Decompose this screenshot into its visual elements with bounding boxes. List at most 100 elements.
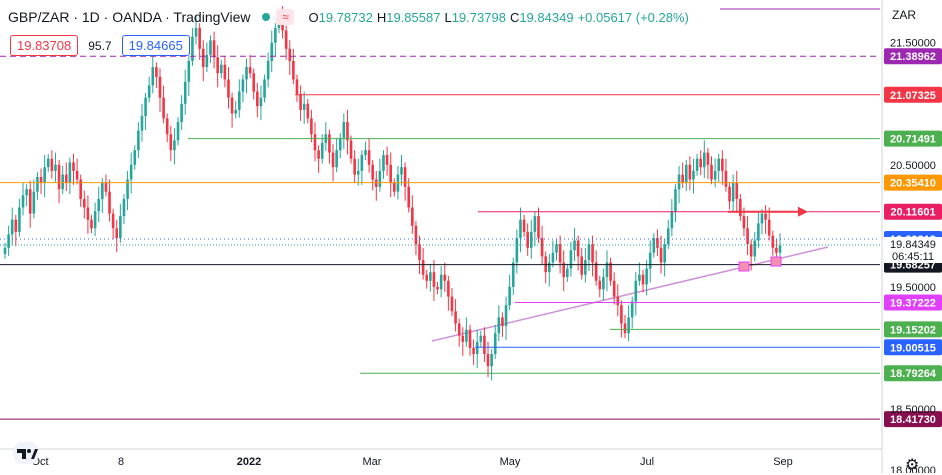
candle-body [212,40,216,58]
candle-body [310,118,313,135]
level-tag [884,365,942,382]
candle-body [46,158,50,168]
candle-body [165,118,169,135]
wave-icon[interactable]: ≈ [276,9,295,25]
candle-body [274,28,277,43]
close-value: 19.84349 [519,9,574,25]
candle-body [180,103,183,123]
candle-body [140,116,144,131]
candle-body [18,207,21,232]
candle-body [634,280,638,302]
candle-body [21,195,25,208]
candle-body [400,167,403,175]
spread-value: 95.7 [88,38,112,53]
candle-body [378,170,382,187]
candle-body [551,252,555,263]
open-label: O [308,9,319,25]
candle-body [447,280,450,297]
sell-button[interactable]: 19.83708 [10,35,79,56]
candle-body [638,274,641,281]
candle-body [674,189,677,212]
candle-body [436,286,439,290]
candle-body [616,296,620,306]
high-label: H [376,9,387,25]
level-tag-label: 20.35410 [890,178,936,190]
candle-body [576,240,580,257]
candle-body [115,228,119,239]
candle-body [429,272,432,281]
candle-body [584,260,587,275]
candle-body [119,216,122,239]
candle-body [580,256,584,275]
candle-body [108,191,111,214]
candle-body [760,213,764,224]
currency-label[interactable]: ZAR [892,8,916,22]
candle-body [147,85,151,98]
candle-body [389,164,392,184]
candle-body [771,235,775,248]
candle-body [284,30,288,49]
candle-body [721,158,724,171]
candle-body [201,48,205,68]
candle-body [558,244,562,263]
red-arrow-head-icon [798,206,808,217]
candle-body [72,162,75,171]
candle-body [256,91,259,107]
candle-body [353,158,356,175]
candle-body [364,150,367,155]
candle-body [3,247,7,254]
level-tag-label: 20.11601 [890,207,935,219]
candle-body [68,162,72,184]
candle-body [288,48,292,61]
candle-body [519,219,522,239]
candle-body [598,280,602,290]
level-tag-label: 19.00515 [890,342,936,354]
candle-body [666,228,670,245]
candle-body [472,347,475,354]
candle-body [151,67,155,86]
candle-body [14,219,18,232]
candle-body [659,247,663,263]
candle-body [90,219,93,229]
candle-body [692,170,695,180]
candle-body [757,223,760,241]
symbol-title[interactable]: GBP/ZAR · 1D · OANDA · TradingView [8,9,251,25]
candle-body [663,244,666,263]
candle-body [710,164,713,180]
candle-body [421,260,425,275]
candle-body [169,134,173,151]
buy-button[interactable]: 19.84665 [121,35,190,56]
candle-body [162,97,165,119]
candle-body [432,272,436,287]
candle-body [238,91,241,110]
trendline [431,246,829,342]
x-tick-label: 8 [118,456,124,468]
candle-body [548,262,551,273]
x-tick-label: 2022 [237,456,261,468]
candle-body [724,170,728,187]
candle-body [54,164,57,171]
candle-body [230,97,234,114]
market-status-icon [262,13,271,21]
candle-body [753,240,757,257]
low-value: 19.73798 [451,9,506,25]
candle-body [331,152,335,168]
level-tag-label: 19.37222 [890,298,936,310]
low-label: L [444,9,452,25]
candle-body [703,152,706,168]
settings-gear-icon[interactable]: ⚙ [905,457,920,474]
candle-body [479,335,483,342]
candle-body [609,262,612,281]
candle-body [468,329,472,348]
candle-body [241,79,245,92]
candle-body [248,67,252,74]
candle-body [764,213,767,220]
level-tag [884,86,942,103]
candle-body [223,64,227,80]
level-tag [884,48,942,65]
x-tick-label: May [500,456,521,468]
tradingview-logo-icon[interactable] [12,442,40,464]
candle-body [645,268,648,285]
candle-body [652,238,656,253]
